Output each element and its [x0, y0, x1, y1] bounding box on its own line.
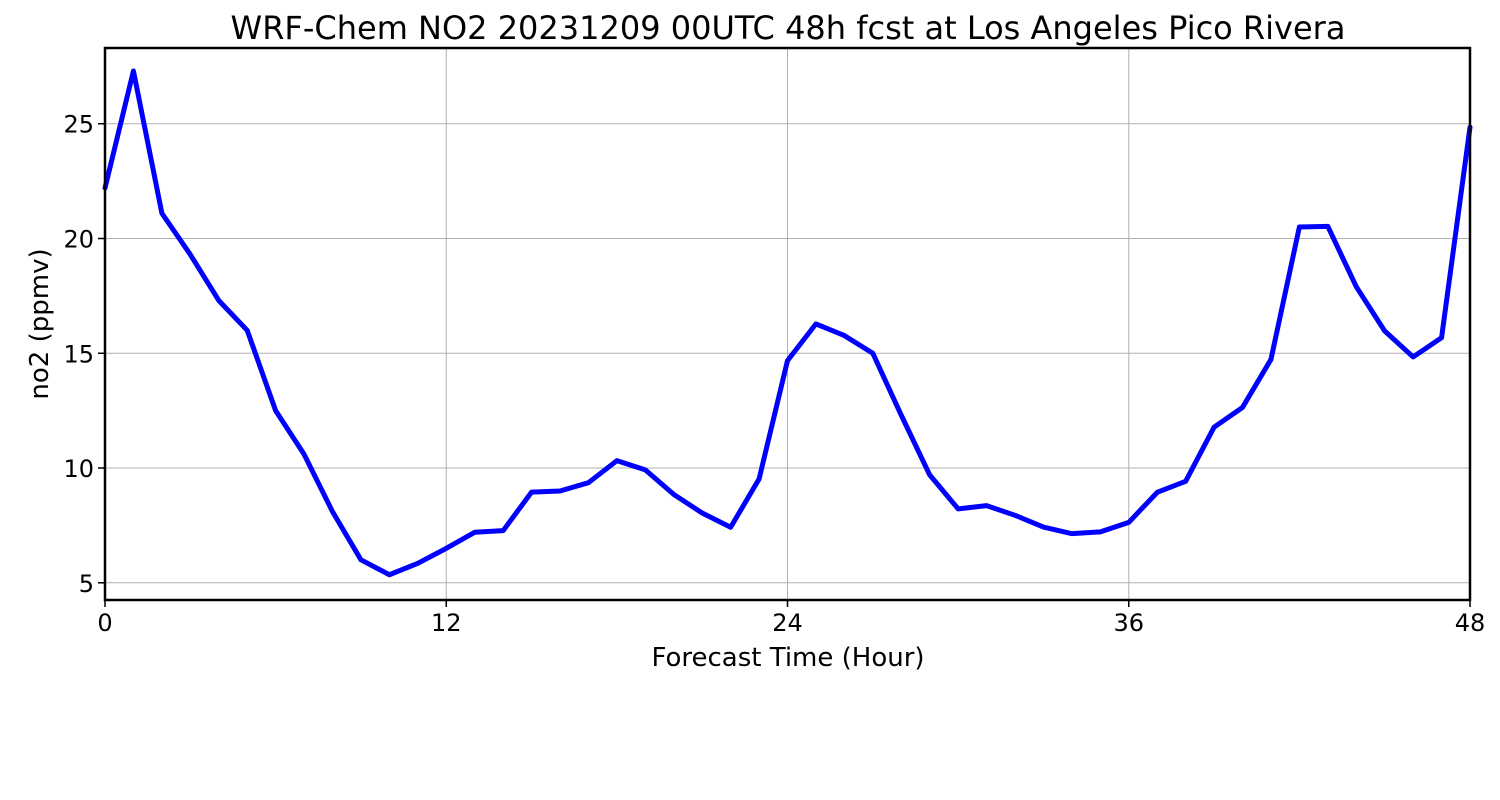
x-tick-label: 12: [431, 609, 462, 637]
grid-lines: [104, 48, 1471, 600]
y-axis-label: no2 (ppmv): [25, 248, 55, 399]
chart-title: WRF-Chem NO2 20231209 00UTC 48h fcst at …: [231, 9, 1346, 47]
y-tick-label: 25: [63, 111, 94, 139]
x-axis-ticks: 0 12 24 36 48: [97, 600, 1485, 637]
y-tick-label: 10: [63, 455, 94, 483]
x-tick-label: 48: [1455, 609, 1486, 637]
x-tick-label: 36: [1113, 609, 1144, 637]
y-tick-label: 15: [63, 340, 94, 368]
x-tick-label: 24: [772, 609, 803, 637]
y-tick-label: 20: [63, 226, 94, 254]
x-tick-label: 0: [97, 609, 112, 637]
no2-series-line: [102, 68, 1473, 578]
y-tick-label: 5: [79, 570, 94, 598]
x-axis-label: Forecast Time (Hour): [651, 643, 924, 673]
y-axis-ticks: 5 10 15 20 25: [63, 111, 105, 598]
series-layer: [102, 68, 1473, 578]
